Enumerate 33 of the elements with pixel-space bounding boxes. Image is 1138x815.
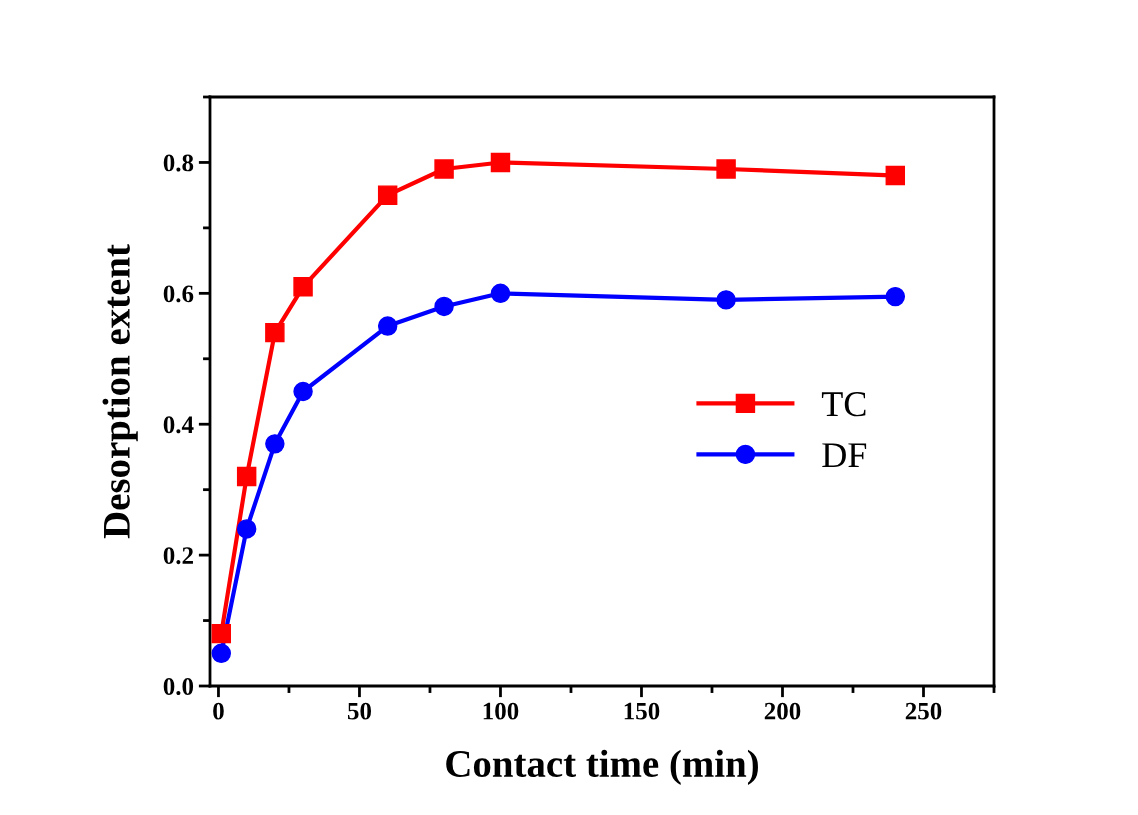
point: [211, 623, 232, 644]
y-tick-label: 0.8: [163, 154, 194, 172]
x-axis-title: Contact time (min): [446, 749, 758, 785]
x-tick-label: 50: [347, 702, 372, 720]
point: [236, 519, 257, 539]
point: [211, 643, 232, 664]
point: [490, 152, 511, 173]
point: [434, 159, 454, 179]
legend-label: TC: [821, 392, 866, 417]
point: [377, 185, 398, 205]
x-tick-label: 250: [905, 702, 942, 720]
x-tick-label: 150: [624, 702, 660, 720]
point: [293, 381, 313, 402]
point: [265, 434, 285, 454]
legend-label: DF: [822, 443, 867, 468]
x-tick-label: 0: [213, 702, 224, 720]
point: [236, 466, 257, 487]
y-tick-label: 0.4: [163, 416, 194, 434]
point: [377, 316, 398, 336]
point: [265, 322, 285, 343]
point: [885, 165, 906, 186]
point: [885, 286, 906, 307]
y-axis-title: Desorption extent: [102, 244, 138, 539]
point: [490, 283, 511, 304]
x-tick-label: 100: [483, 702, 519, 720]
x-tick-label: 200: [764, 702, 801, 720]
y-tick-label: 0.2: [163, 547, 193, 565]
point: [293, 277, 313, 297]
point: [716, 159, 736, 179]
point: [716, 290, 736, 310]
y-tick-label: 0.6: [163, 285, 194, 303]
point: [434, 296, 454, 317]
y-tick-label: 0.0: [163, 678, 194, 696]
